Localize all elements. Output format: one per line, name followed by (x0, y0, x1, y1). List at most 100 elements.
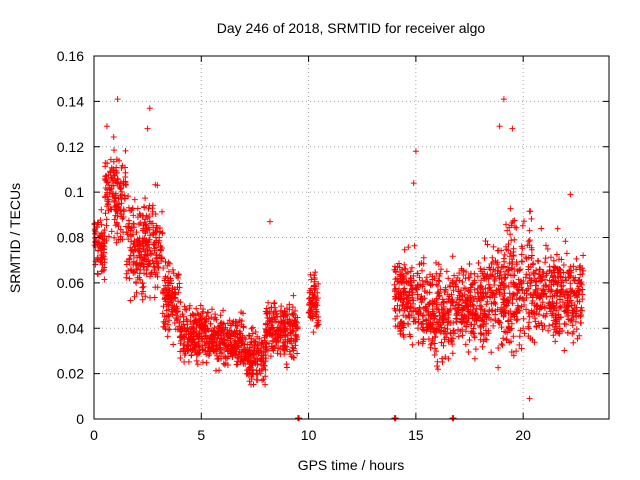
data-point (230, 331, 237, 338)
data-point (572, 310, 579, 317)
data-point (521, 218, 527, 225)
data-point (277, 325, 284, 332)
axis-ticks: 0 0.02 0.04 0.06 0.08 0.1 0.12 0.14 0.16 0 5 10 15 20 (57, 48, 609, 443)
data-point (484, 271, 491, 278)
data-point (117, 192, 124, 199)
data-point (305, 309, 312, 316)
data-point (192, 339, 198, 346)
data-point (455, 326, 461, 333)
data-point (497, 319, 503, 326)
data-point (201, 333, 208, 340)
data-point (163, 314, 170, 320)
data-point (471, 355, 478, 362)
data-point (413, 307, 420, 314)
data-point (197, 315, 204, 322)
data-point (525, 254, 532, 261)
data-point (111, 216, 118, 223)
data-point (509, 311, 516, 318)
data-point (442, 310, 449, 317)
data-point (398, 279, 405, 286)
data-point (525, 263, 532, 270)
data-point (292, 317, 298, 323)
data-point (557, 314, 564, 321)
data-point (146, 202, 153, 209)
data-point (408, 264, 415, 271)
data-point (406, 331, 413, 338)
data-point (505, 325, 512, 332)
data-point (557, 303, 564, 310)
data-point (458, 312, 465, 319)
data-point (217, 320, 224, 327)
data-point (455, 288, 462, 295)
data-point (410, 300, 416, 307)
data-point (449, 296, 456, 303)
data-point (459, 279, 466, 285)
data-point (526, 313, 533, 320)
data-point (496, 272, 503, 279)
data-point (296, 415, 303, 422)
data-point (534, 257, 541, 264)
data-point (450, 327, 457, 334)
data-point (139, 280, 146, 286)
data-point (155, 263, 161, 270)
data-point (131, 196, 138, 203)
data-point (202, 332, 209, 339)
data-point (153, 258, 160, 265)
data-point (445, 275, 452, 282)
data-point (541, 323, 548, 330)
data-point (141, 251, 148, 258)
data-point (232, 348, 239, 355)
data-point (259, 377, 266, 384)
data-point (490, 243, 497, 250)
data-point (406, 297, 413, 304)
data-point (292, 307, 299, 314)
data-point (219, 339, 226, 346)
data-point (443, 268, 450, 275)
data-point (392, 285, 399, 292)
data-point (120, 208, 127, 215)
data-point (114, 175, 121, 182)
data-point (100, 229, 107, 236)
data-point (288, 320, 295, 327)
data-point (442, 328, 449, 335)
data-point (207, 320, 214, 327)
data-point (122, 147, 129, 154)
x-tick-label: 20 (515, 427, 531, 443)
data-point (147, 232, 153, 239)
data-point (141, 270, 147, 277)
data-point (308, 276, 315, 283)
data-point (487, 294, 494, 301)
data-point (495, 264, 502, 271)
data-point (429, 281, 436, 288)
data-point (478, 331, 485, 337)
data-point (467, 303, 474, 310)
data-point (162, 273, 169, 280)
data-point (507, 250, 514, 257)
data-point (224, 355, 231, 362)
data-point (125, 193, 132, 200)
data-point (410, 180, 417, 187)
data-point (542, 259, 549, 266)
data-point (470, 329, 477, 336)
data-point (180, 345, 187, 352)
data-point (510, 292, 517, 299)
data-point (569, 330, 576, 337)
data-point (294, 350, 301, 357)
data-point (121, 195, 128, 202)
data-point (478, 283, 485, 290)
data-point (222, 360, 229, 367)
data-point (519, 245, 526, 252)
data-point (108, 228, 115, 235)
data-point (400, 275, 406, 282)
data-point (307, 314, 314, 321)
data-point (462, 275, 469, 282)
data-point (393, 291, 400, 298)
data-point (564, 313, 571, 319)
data-point (191, 319, 198, 326)
data-point (434, 363, 440, 369)
data-point (483, 314, 490, 320)
data-point (524, 242, 531, 249)
data-point (126, 259, 133, 266)
data-point (516, 333, 523, 340)
data-point (145, 205, 152, 212)
